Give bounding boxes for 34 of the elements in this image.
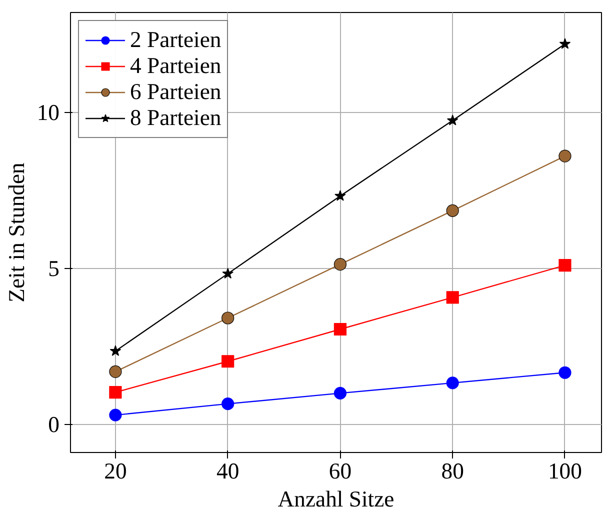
point: [222, 355, 234, 368]
y-axis-title: Zeit in Stunden: [4, 162, 29, 302]
point: [334, 190, 346, 201]
point: [222, 312, 234, 324]
point: [558, 150, 572, 162]
y-tick-label: 5: [48, 256, 60, 281]
point: [559, 38, 571, 49]
y-tick-label: 0: [48, 412, 60, 437]
point: [222, 268, 234, 279]
legend-label: 2 Parteien: [130, 27, 222, 53]
point: [334, 322, 347, 336]
legend-label: 6 Parteien: [130, 79, 222, 105]
point: [558, 366, 572, 379]
point: [334, 386, 347, 400]
point: [109, 365, 122, 378]
point: [222, 398, 234, 410]
x-tick-label: 80: [441, 458, 464, 484]
point: [334, 258, 347, 271]
x-tick-label: 60: [328, 458, 352, 484]
point: [558, 258, 572, 272]
point: [446, 376, 459, 390]
point: [446, 291, 459, 304]
legend-label: 4 Parteien: [130, 53, 222, 79]
x-tick-label: 20: [104, 458, 127, 484]
point: [109, 408, 122, 422]
point: [446, 114, 458, 126]
point: [110, 345, 122, 356]
point: [446, 204, 459, 217]
x-axis-title: Anzahl Sitze: [278, 486, 394, 512]
x-tick-label: 100: [548, 458, 582, 484]
legend-label: 8 Parteien: [130, 105, 222, 131]
y-tick-label: 10: [36, 100, 60, 125]
point: [109, 386, 122, 399]
x-tick-label: 40: [216, 458, 240, 484]
